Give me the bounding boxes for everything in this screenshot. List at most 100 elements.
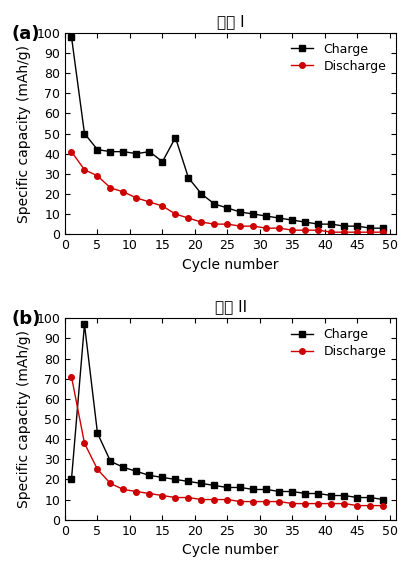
Charge: [290, 488, 295, 495]
Discharge: [368, 502, 373, 509]
Discharge: [290, 500, 295, 507]
Charge: [147, 472, 152, 479]
Discharge: [173, 494, 178, 501]
Charge: [251, 486, 256, 493]
Discharge: [82, 166, 87, 173]
Charge: [303, 219, 308, 226]
Charge: [95, 430, 100, 437]
Charge: [238, 484, 243, 491]
Line: Discharge: Discharge: [69, 374, 386, 508]
Discharge: [134, 195, 139, 202]
Discharge: [290, 227, 295, 234]
Charge: [199, 480, 204, 487]
Charge: [160, 474, 165, 481]
Charge: [381, 496, 386, 503]
Charge: [329, 221, 334, 228]
Discharge: [316, 227, 321, 234]
Charge: [342, 223, 347, 230]
Charge: [82, 321, 87, 328]
Title: 구성 II: 구성 II: [215, 299, 247, 315]
Discharge: [69, 373, 74, 380]
Discharge: [108, 184, 113, 191]
Discharge: [264, 225, 269, 232]
Line: Charge: Charge: [69, 321, 386, 502]
Y-axis label: Specific capacity (mAh/g): Specific capacity (mAh/g): [16, 330, 30, 508]
Discharge: [147, 490, 152, 497]
Charge: [134, 150, 139, 157]
Discharge: [238, 223, 243, 230]
Charge: [381, 225, 386, 232]
Legend: Charge, Discharge: Charge, Discharge: [287, 39, 390, 77]
Charge: [368, 225, 373, 232]
Discharge: [264, 498, 269, 505]
Discharge: [173, 211, 178, 218]
Text: (b): (b): [12, 310, 41, 328]
Line: Discharge: Discharge: [69, 149, 386, 235]
X-axis label: Cycle number: Cycle number: [183, 543, 279, 557]
Charge: [186, 478, 191, 485]
X-axis label: Cycle number: Cycle number: [183, 258, 279, 272]
Charge: [212, 200, 217, 207]
Discharge: [329, 500, 334, 507]
Discharge: [355, 229, 360, 236]
Discharge: [121, 486, 126, 493]
Discharge: [329, 229, 334, 236]
Discharge: [225, 221, 230, 228]
Charge: [134, 468, 139, 475]
Discharge: [355, 502, 360, 509]
Y-axis label: Specific capacity (mAh/g): Specific capacity (mAh/g): [16, 45, 30, 223]
Discharge: [95, 172, 100, 179]
Charge: [238, 208, 243, 215]
Charge: [368, 494, 373, 501]
Charge: [186, 174, 191, 181]
Charge: [69, 476, 74, 483]
Charge: [82, 130, 87, 137]
Discharge: [251, 223, 256, 230]
Charge: [108, 458, 113, 465]
Discharge: [342, 229, 347, 236]
Charge: [212, 482, 217, 489]
Discharge: [199, 496, 204, 503]
Discharge: [277, 225, 282, 232]
Charge: [290, 216, 295, 223]
Charge: [329, 492, 334, 499]
Discharge: [303, 500, 308, 507]
Charge: [277, 488, 282, 495]
Discharge: [121, 188, 126, 195]
Discharge: [303, 227, 308, 234]
Charge: [173, 476, 178, 483]
Charge: [147, 148, 152, 155]
Discharge: [160, 203, 165, 210]
Discharge: [186, 215, 191, 222]
Discharge: [212, 221, 217, 228]
Charge: [225, 484, 230, 491]
Charge: [121, 148, 126, 155]
Discharge: [134, 488, 139, 495]
Charge: [173, 134, 178, 141]
Discharge: [368, 229, 373, 236]
Discharge: [199, 219, 204, 226]
Charge: [355, 494, 360, 501]
Discharge: [238, 498, 243, 505]
Charge: [316, 221, 321, 228]
Legend: Charge, Discharge: Charge, Discharge: [287, 324, 390, 362]
Charge: [225, 204, 230, 211]
Charge: [199, 191, 204, 198]
Charge: [160, 158, 165, 165]
Charge: [251, 211, 256, 218]
Discharge: [381, 229, 386, 236]
Charge: [264, 486, 269, 493]
Discharge: [147, 199, 152, 206]
Discharge: [108, 480, 113, 487]
Discharge: [251, 498, 256, 505]
Discharge: [225, 496, 230, 503]
Discharge: [82, 440, 87, 447]
Discharge: [95, 466, 100, 473]
Discharge: [342, 500, 347, 507]
Title: 구성 I: 구성 I: [217, 14, 244, 29]
Discharge: [69, 148, 74, 155]
Charge: [95, 146, 100, 153]
Discharge: [316, 500, 321, 507]
Charge: [342, 492, 347, 499]
Discharge: [186, 494, 191, 501]
